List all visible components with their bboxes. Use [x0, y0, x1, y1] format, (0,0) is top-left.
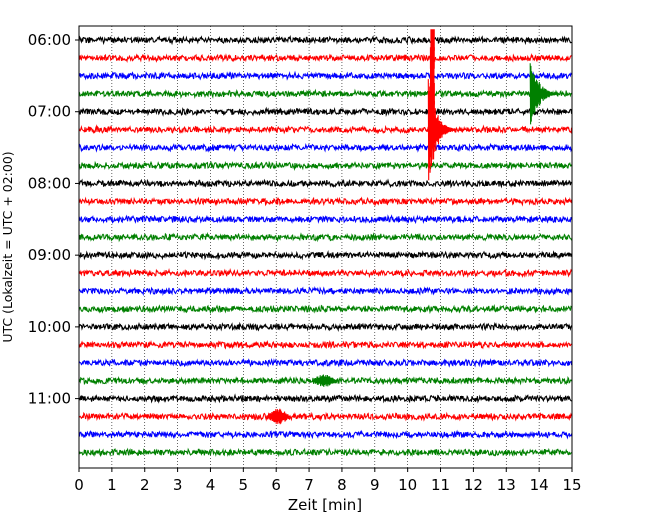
trace-row-23 — [78, 447, 572, 458]
trace-row-6 — [78, 142, 573, 153]
trace-row-3 — [78, 88, 572, 100]
trace-row-13 — [78, 267, 573, 279]
trace-row-0 — [78, 34, 572, 46]
x-tick-label-9: 9 — [370, 476, 380, 494]
seismic-traces — [78, 34, 573, 458]
trace-row-16 — [78, 321, 573, 332]
x-tick-label-8: 8 — [337, 476, 347, 494]
plot-frame — [78, 25, 573, 469]
trace-row-4 — [78, 106, 573, 117]
trace-row-10 — [78, 214, 573, 225]
seismic-events — [266, 29, 559, 425]
x-tick-label-3: 3 — [173, 476, 183, 494]
x-tick-label-1: 1 — [107, 476, 117, 494]
trace-row-9 — [78, 196, 573, 207]
y-tick-label-3: 09:00 — [28, 246, 71, 264]
x-tick-label-13: 13 — [497, 476, 516, 494]
x-tick-label-7: 7 — [304, 476, 314, 494]
trace-row-20 — [78, 393, 572, 404]
trace-row-8 — [78, 178, 572, 189]
y-axis-label: UTC (Lokalzeit = UTC + 02:00) — [0, 151, 15, 342]
x-tick-label-12: 12 — [464, 476, 483, 494]
x-axis-ticks: 0 1 2 3 4 5 6 7 8 9 10 11 12 13 14 15 — [74, 468, 582, 494]
x-axis-label: Zeit [min] — [288, 496, 362, 514]
event-2 — [430, 65, 435, 87]
event-6 — [529, 63, 559, 125]
trace-row-17 — [78, 339, 572, 350]
trace-row-5 — [78, 124, 573, 135]
event-8 — [312, 374, 337, 387]
x-tick-label-15: 15 — [562, 476, 581, 494]
y-tick-label-0: 06:00 — [28, 31, 71, 49]
y-tick-label-2: 08:00 — [28, 174, 71, 192]
trace-row-15 — [78, 304, 572, 315]
trace-row-7 — [78, 160, 573, 171]
x-tick-label-2: 2 — [140, 476, 150, 494]
x-tick-label-6: 6 — [271, 476, 281, 494]
y-tick-label-4: 10:00 — [28, 318, 71, 336]
y-tick-label-5: 11:00 — [28, 390, 71, 408]
x-tick-label-5: 5 — [239, 476, 249, 494]
x-tick-label-14: 14 — [530, 476, 549, 494]
event-5 — [427, 79, 457, 181]
trace-row-12 — [78, 250, 573, 261]
y-tick-label-1: 07:00 — [28, 103, 71, 121]
trace-row-14 — [78, 286, 573, 297]
x-tick-label-4: 4 — [206, 476, 216, 494]
trace-row-22 — [78, 429, 573, 440]
trace-row-1 — [78, 53, 572, 64]
event-1 — [429, 47, 435, 69]
y-axis-ticks: 06:00 07:00 08:00 09:00 10:00 11:00 — [28, 31, 79, 408]
trace-row-18 — [78, 357, 573, 368]
trace-row-11 — [78, 231, 573, 243]
x-tick-label-11: 11 — [431, 476, 450, 494]
event-0 — [430, 29, 435, 51]
trace-row-2 — [78, 70, 573, 81]
x-tick-label-10: 10 — [398, 476, 417, 494]
event-7 — [266, 408, 291, 425]
x-tick-label-0: 0 — [74, 476, 84, 494]
trace-row-21 — [78, 411, 573, 422]
